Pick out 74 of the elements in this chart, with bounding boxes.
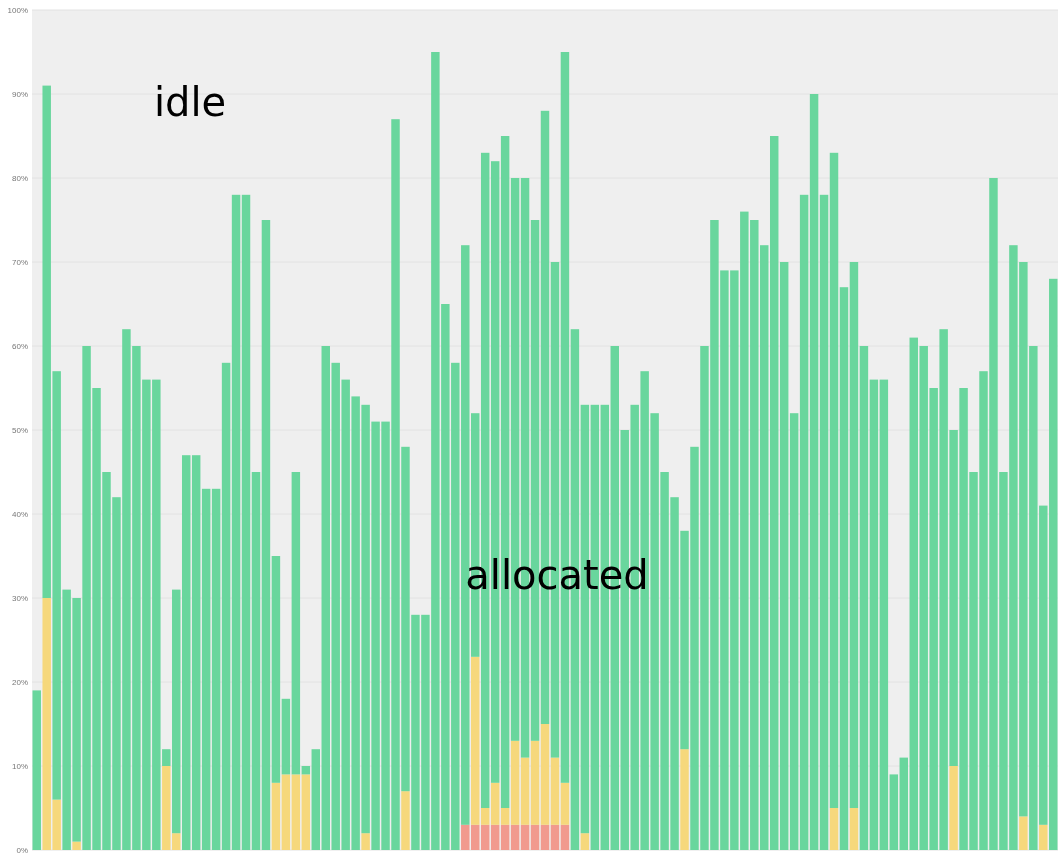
y-tick-label: 0% [16,845,28,853]
bar [471,656,480,825]
y-tick-label: 10% [11,761,28,771]
bar [829,808,839,850]
bar [301,766,311,775]
bar [261,220,271,850]
bar [32,690,41,850]
bar [500,824,510,850]
bar [849,808,859,850]
bar [540,724,550,825]
bar [480,808,490,825]
bar [251,472,261,850]
bar [849,262,859,808]
bar [530,824,540,850]
bar [1019,816,1028,850]
y-tick-label: 40% [11,509,28,519]
bar [520,757,530,825]
y-tick-label: 80% [11,173,28,183]
bar [191,455,201,850]
bar [889,774,899,850]
bar [281,698,291,775]
bar [500,808,510,825]
bar [201,488,211,850]
bar [560,824,570,850]
bar [1039,824,1048,850]
bar [241,194,251,850]
bar [510,740,520,825]
y-tick-label: 50% [11,425,28,435]
y-tick-label: 90% [11,89,28,99]
bar [899,757,909,850]
y-tick-label: 100% [7,5,28,15]
bar [361,833,370,850]
bar [769,136,779,850]
bar [550,824,560,850]
bar [580,833,590,850]
bar [779,262,789,850]
bar [181,455,191,850]
bar [859,346,869,850]
bar [560,782,570,825]
bar [530,740,540,825]
y-tick-label: 20% [11,677,28,687]
bar [799,194,809,850]
bar [301,774,311,850]
bar [949,766,958,850]
bar [480,824,490,850]
bar [789,413,799,850]
bar [809,94,819,850]
bar [550,757,560,825]
annotation: idle [153,79,227,125]
bar [869,379,879,850]
y-tick-label: 60% [11,341,28,351]
bar [540,824,550,850]
bar [271,556,281,783]
bar [311,749,321,850]
y-tick-label: 70% [11,257,28,267]
bar [271,782,281,850]
bar [490,824,500,850]
y-tick-label: 30% [11,593,28,603]
bar [490,782,500,825]
bar [291,472,301,775]
bar [879,379,889,850]
bar [680,749,689,850]
bar [510,824,520,850]
bar [221,362,231,850]
bar [291,774,301,850]
bar [819,194,829,850]
bar [839,287,849,850]
bar [211,488,221,850]
bar [520,824,530,850]
bar [231,194,241,850]
bar [829,152,839,808]
bar [401,791,410,850]
bar [281,774,291,850]
bar [72,841,81,850]
